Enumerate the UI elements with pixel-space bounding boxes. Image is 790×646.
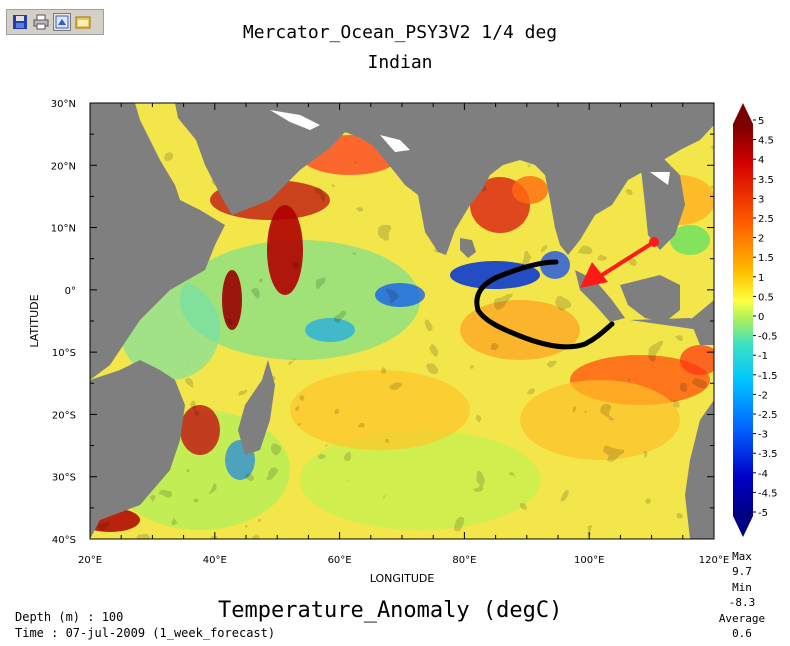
y-tick-label: 40°S bbox=[52, 535, 76, 546]
x-tick-label: 80°E bbox=[452, 555, 476, 566]
colorbar-label: -2 bbox=[758, 390, 768, 401]
colorbar-label: 1 bbox=[758, 273, 764, 284]
y-tick-label: 10°S bbox=[52, 348, 76, 359]
axis-tick-labels: 20°E 40°E 60°E 80°E 100°E 120°E 30°N 20°N 10°N 0°… bbox=[51, 99, 729, 566]
colorbar-label: -1 bbox=[758, 351, 768, 362]
window-icon bbox=[75, 16, 91, 29]
x-tick-label: 100°E bbox=[574, 555, 604, 566]
depth-info: Depth (m) : 100 bbox=[15, 610, 124, 624]
y-tick-label: 30°N bbox=[51, 99, 76, 110]
variable-title: Temperature_Anomaly (degC) bbox=[218, 598, 563, 623]
arrow-annotation bbox=[580, 237, 659, 288]
colorbar-label: 5 bbox=[758, 116, 764, 127]
colorbar-label: 0.5 bbox=[758, 292, 774, 303]
x-tick-label: 40°E bbox=[203, 555, 227, 566]
window-button[interactable] bbox=[74, 13, 92, 31]
colorbar-label: -0.5 bbox=[758, 332, 778, 343]
colorbar-label: 2.5 bbox=[758, 214, 774, 225]
x-tick-label: 20°E bbox=[78, 555, 102, 566]
plot-subtitle: Indian bbox=[367, 52, 433, 73]
colorbar-gradient bbox=[733, 124, 753, 516]
y-tick-label: 30°S bbox=[52, 473, 76, 484]
y-tick-label: 20°N bbox=[51, 161, 76, 172]
contour-line bbox=[474, 259, 615, 350]
stat-average-label: Average bbox=[718, 612, 766, 625]
save-icon bbox=[13, 15, 27, 29]
colorbar-min-cap bbox=[733, 516, 753, 537]
y-tick-label: 0° bbox=[65, 286, 76, 297]
landmasses bbox=[90, 103, 714, 539]
stat-average-value: 0.6 bbox=[732, 627, 752, 640]
y-tick-label: 20°S bbox=[52, 410, 76, 421]
x-axis-label: LONGITUDE bbox=[370, 572, 435, 585]
print-icon bbox=[33, 14, 49, 30]
colorbar-label: -1.5 bbox=[758, 371, 778, 382]
colorbar-label: -2.5 bbox=[758, 410, 778, 421]
export-button[interactable] bbox=[53, 13, 71, 31]
y-axis-label: LATITUDE bbox=[28, 294, 41, 347]
save-button[interactable] bbox=[11, 13, 29, 31]
colorbar-label: -4 bbox=[758, 469, 768, 480]
print-button[interactable] bbox=[32, 13, 50, 31]
stat-max-label: Max bbox=[732, 550, 752, 563]
y-tick-label: 10°N bbox=[51, 224, 76, 235]
colorbar-label: -3.5 bbox=[758, 449, 778, 460]
colorbar-label: 0 bbox=[758, 312, 764, 323]
plot-toolbar bbox=[6, 9, 104, 35]
colorbar-label: -5 bbox=[758, 508, 768, 519]
colorbar-label: 1.5 bbox=[758, 253, 774, 264]
colorbar-label: -4.5 bbox=[758, 488, 778, 499]
colorbar-label: -3 bbox=[758, 430, 768, 441]
plot-title: Mercator_Ocean_PSY3V2 1/4 deg bbox=[242, 22, 558, 43]
x-tick-label: 60°E bbox=[328, 555, 352, 566]
time-info: Time : 07-jul-2009 (1_week_forecast) bbox=[15, 626, 276, 640]
colorbar-label: 3 bbox=[758, 194, 764, 205]
coast-highlights bbox=[270, 110, 670, 185]
colorbar-label: 4 bbox=[758, 155, 764, 166]
colorbar-label: 2 bbox=[758, 234, 764, 245]
axis-ticks bbox=[89, 102, 715, 540]
colorbar-label: 4.5 bbox=[758, 136, 774, 147]
x-tick-label: 120°E bbox=[699, 555, 729, 566]
colorbar-max-cap bbox=[733, 103, 753, 124]
stat-min-value: -8.3 bbox=[728, 596, 756, 609]
export-icon bbox=[55, 15, 69, 29]
stat-min-label: Min bbox=[732, 581, 752, 594]
colorbar: 5 4.5 4 3.5 3 2.5 2 1.5 1 0.5 0 -0.5 -1 -1.5 -2 -2.5 -3 -… bbox=[733, 103, 778, 537]
colorbar-label: 3.5 bbox=[758, 175, 774, 186]
stat-max-value: 9.7 bbox=[732, 565, 752, 578]
